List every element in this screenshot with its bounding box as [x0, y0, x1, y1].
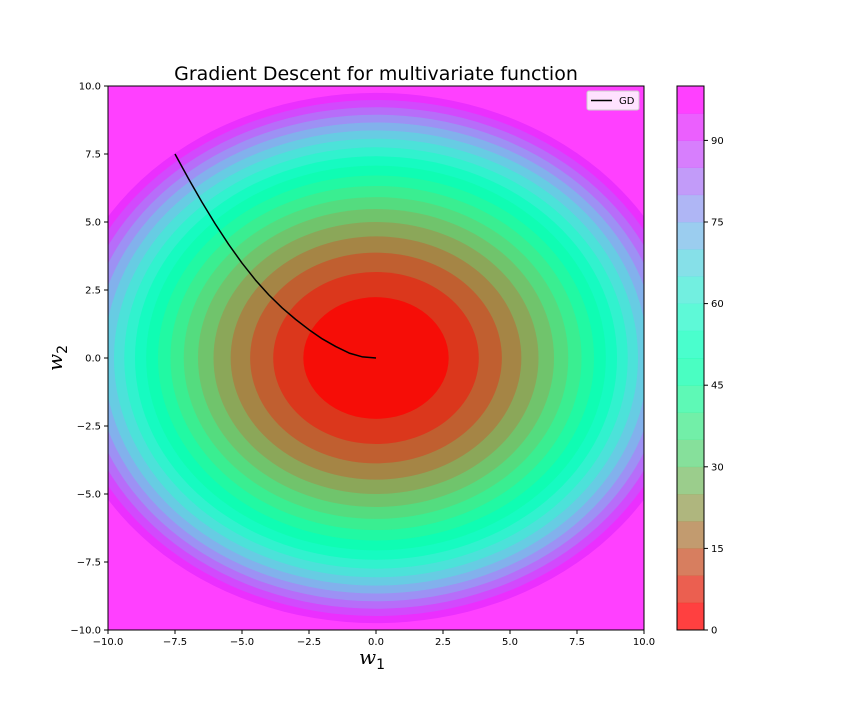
legend-box — [586, 90, 640, 111]
x-tick-label: 7.5 — [569, 637, 585, 648]
colorbar-band — [677, 86, 704, 114]
colorbar-band — [677, 249, 704, 277]
colorbar-band — [677, 602, 704, 631]
colorbar-tick-label: 75 — [711, 218, 724, 229]
x-axis-label-sub: 1 — [376, 657, 385, 673]
colorbar-band — [677, 494, 704, 522]
colorbar-band — [677, 412, 704, 440]
x-axis: −10.0 −7.5 −5.0 −2.5 0.0 2.5 5.0 7.5 10.0 — [93, 630, 655, 648]
x-tick-label: 10.0 — [633, 637, 655, 648]
colorbar-band — [677, 303, 704, 332]
y-tick-label: −7.5 — [77, 558, 101, 569]
legend-label-gd: GD — [619, 96, 635, 107]
x-tick-label: 2.5 — [435, 637, 451, 648]
x-tick-label: −7.5 — [163, 637, 187, 648]
colorbar-tick-label: 45 — [711, 381, 724, 392]
y-tick-label: −10.0 — [70, 626, 101, 637]
colorbar-tick-label: 90 — [711, 136, 724, 147]
y-tick-label: 7.5 — [85, 150, 101, 161]
y-tick-label: 2.5 — [85, 286, 101, 297]
x-axis-label-base: w — [359, 645, 376, 669]
colorbar-band — [677, 330, 704, 359]
colorbar-frame — [676, 85, 705, 631]
colorbar-tick-label: 0 — [711, 626, 717, 637]
legend: GD — [586, 90, 640, 111]
colorbar-axis: 0 15 30 45 60 75 90 — [704, 136, 724, 637]
colorbar-band — [677, 439, 704, 468]
y-tick-label: 5.0 — [85, 218, 101, 229]
y-tick-label: 0.0 — [85, 354, 101, 365]
colorbar-band — [677, 222, 704, 250]
colorbar-band — [677, 167, 704, 196]
y-axis-label-base: w — [43, 354, 67, 371]
x-axis-label: w1 — [359, 645, 385, 673]
colorbar — [677, 86, 704, 631]
contour-fill — [108, 86, 644, 630]
y-tick-label: −5.0 — [77, 490, 101, 501]
y-axis: −10.0 −7.5 −5.0 −2.5 0.0 2.5 5.0 7.5 10.0 — [70, 82, 108, 637]
colorbar-band — [677, 358, 704, 386]
colorbar-band — [677, 548, 704, 576]
colorbar-band — [677, 113, 704, 141]
colorbar-band — [677, 575, 704, 604]
gd-path-line — [174, 153, 377, 359]
x-tick-label: −10.0 — [93, 637, 124, 648]
colorbar-band — [677, 140, 704, 168]
colorbar-tick-label: 60 — [711, 299, 724, 310]
colorbar-tick-label: 15 — [711, 544, 724, 555]
y-axis-label-sub: 2 — [55, 345, 71, 354]
colorbar-band — [677, 276, 704, 304]
chart-title: Gradient Descent for multivariate functi… — [174, 63, 578, 85]
y-tick-label: 10.0 — [79, 82, 101, 93]
x-tick-label: 0.0 — [368, 637, 384, 648]
colorbar-tick-label: 30 — [711, 462, 724, 473]
x-tick-label: −5.0 — [230, 637, 254, 648]
x-tick-label: −2.5 — [297, 637, 321, 648]
colorbar-band — [677, 194, 704, 223]
colorbar-band — [677, 521, 704, 549]
x-tick-label: 5.0 — [502, 637, 518, 648]
y-axis-label: w2 — [43, 345, 71, 371]
colorbar-band — [677, 466, 704, 495]
colorbar-band — [677, 385, 704, 413]
y-tick-label: −2.5 — [77, 422, 101, 433]
